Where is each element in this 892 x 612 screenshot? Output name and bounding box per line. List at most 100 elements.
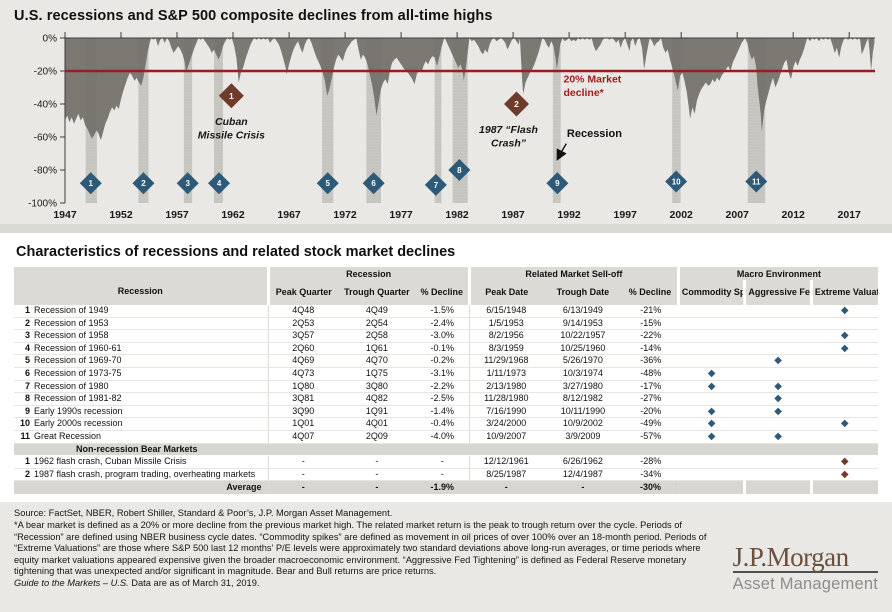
x-tick-label: 2012: [782, 209, 806, 221]
recession-marker-8: [448, 159, 471, 181]
col-header: % Decline: [415, 280, 470, 305]
event-marker-label: Crash”: [491, 138, 527, 150]
table-cell: 3Q90: [267, 405, 338, 419]
table-row: 1 Recession of 1949 4Q48 4Q49 -1.5% 6/15/1948…: [14, 305, 878, 318]
x-tick-label: 1997: [614, 209, 638, 221]
table-cell: -: [542, 480, 624, 495]
table-cell: ◆: [811, 305, 878, 318]
recession-name-cell: 4 Recession of 1960-61: [14, 342, 269, 356]
jpmorgan-logo: J.P.Morgan Asset Management: [732, 544, 878, 612]
table-cell: -34%: [623, 468, 679, 482]
table-cell: 12/4/1987: [542, 468, 624, 482]
table-cell: ◆: [744, 354, 812, 368]
table-cell: 7/16/1990: [468, 405, 543, 419]
recession-name-cell: 10 Early 2000s recession: [14, 417, 269, 431]
table-cell: ◆: [744, 392, 812, 406]
aggressive-fed-diamond: ◆: [774, 355, 782, 367]
table-cell: -57%: [623, 430, 679, 444]
table-cell: 12/12/1961: [468, 455, 543, 469]
aggressive-fed-diamond: ◆: [774, 405, 782, 417]
table-cell: 10/9/2007: [468, 430, 543, 444]
x-tick-label: 1982: [445, 209, 469, 221]
table-cell: [744, 367, 812, 381]
table-cell: 1Q80: [267, 380, 338, 394]
table-cell: ◆: [678, 405, 745, 419]
col-header: Aggressive Fed: [743, 280, 812, 305]
commodity-spike-diamond: ◆: [707, 418, 716, 430]
table-cell: -14%: [623, 342, 679, 356]
table-cell: [811, 405, 878, 419]
x-tick-label: 1977: [389, 209, 413, 221]
threshold-note-line2: decline*: [564, 87, 605, 99]
gtm-title-italic: Guide to the Markets – U.S.: [14, 577, 129, 588]
table-cell: 2/13/1980: [468, 380, 543, 394]
table-cell: [811, 354, 878, 368]
commodity-spike-diamond: ◆: [707, 430, 716, 442]
table-cell: 4Q01: [338, 417, 416, 431]
table-cell: [678, 455, 745, 469]
table-cell: -1.5%: [415, 305, 470, 318]
table-row: 9 Early 1990s recession 3Q90 1Q91 -1.4% 7/16/…: [14, 405, 878, 419]
gtm-date: Data are as of March 31, 2019.: [128, 577, 260, 588]
recession-name-cell: 8 Recession of 1981-82: [14, 392, 269, 406]
table-cell: [678, 354, 745, 368]
table-cell: [677, 480, 745, 495]
table-cell: ◆: [678, 380, 745, 394]
table-cell: -1.4%: [415, 405, 470, 419]
table-cell: 1/11/1973: [468, 367, 543, 381]
table-cell: -20%: [623, 405, 679, 419]
table-cell: 2Q53: [267, 317, 338, 331]
table-cell: -: [468, 480, 543, 495]
recession-name-cell: 2 Recession of 1953: [14, 317, 269, 331]
table-cell: [811, 367, 878, 381]
table-cell: 8/12/1982: [542, 392, 624, 406]
aggressive-fed-diamond: ◆: [774, 380, 782, 392]
col-header: Peak Quarter: [266, 280, 338, 305]
recession-band: [552, 38, 561, 203]
table-cell: -17%: [623, 380, 679, 394]
table-cell: [744, 342, 812, 356]
drawdown-chart: 0% -20% -40% -60% -80% -100% 1947 1952 1957 1962 1…: [0, 26, 892, 224]
table-cell: [811, 430, 878, 444]
table-cell: -: [415, 468, 470, 482]
footer-text: Source: FactSet, NBER, Robert Shiller, S…: [14, 508, 718, 612]
table-cell: 8/25/1987: [468, 468, 543, 482]
recession-marker-3: [176, 172, 199, 195]
table-cell: 6/15/1948: [468, 305, 543, 318]
table-cell: 10/9/2002: [542, 417, 624, 431]
recession-name-cell: 5 Recession of 1969-70: [14, 354, 269, 368]
table-cell: 11/28/1980: [468, 392, 543, 406]
y-tick-label: -60%: [34, 133, 57, 144]
bear-markets-section-label: Non-recession Bear Markets: [14, 443, 878, 457]
table-cell: 4Q69: [267, 354, 338, 368]
group-header-macro: Macro Environment: [676, 267, 878, 280]
table-cell: 2Q58: [338, 329, 416, 343]
recession-marker-number: 7: [434, 181, 439, 190]
average-label: Average: [14, 480, 269, 495]
recession-marker-number: 8: [457, 166, 462, 175]
recession-marker-number: 2: [141, 179, 146, 188]
table-cell: ◆: [811, 329, 878, 343]
group-header-recession: Recession: [266, 267, 470, 280]
recession-band: [434, 38, 442, 203]
table-row: 2 Recession of 1953 2Q53 2Q54 -2.4% 1/5/1953 9…: [14, 317, 878, 331]
recession-band: [322, 38, 334, 203]
recession-marker-6: [362, 172, 385, 195]
commodity-spike-diamond: ◆: [707, 405, 716, 417]
table-cell: 3Q57: [267, 329, 338, 343]
recession-name-cell: 3 Recession of 1958: [14, 329, 269, 343]
recession-marker-number: 5: [325, 179, 330, 188]
table-cell: -0.4%: [415, 417, 470, 431]
average-row: Average - - -1.9% - - -30%: [14, 480, 878, 495]
table-cell: -22%: [623, 329, 679, 343]
recession-marker-number: 3: [185, 179, 190, 188]
gtm-line: Guide to the Markets – U.S. Data are as …: [14, 578, 718, 590]
table-cell: -36%: [623, 354, 679, 368]
table-cell: 2Q60: [267, 342, 338, 356]
col-header: Trough Quarter: [338, 280, 416, 305]
y-tick-label: -40%: [34, 100, 57, 111]
table-cell: [744, 455, 812, 469]
table-cell: 6/13/1949: [542, 305, 624, 318]
table-cell: -3.0%: [415, 329, 470, 343]
